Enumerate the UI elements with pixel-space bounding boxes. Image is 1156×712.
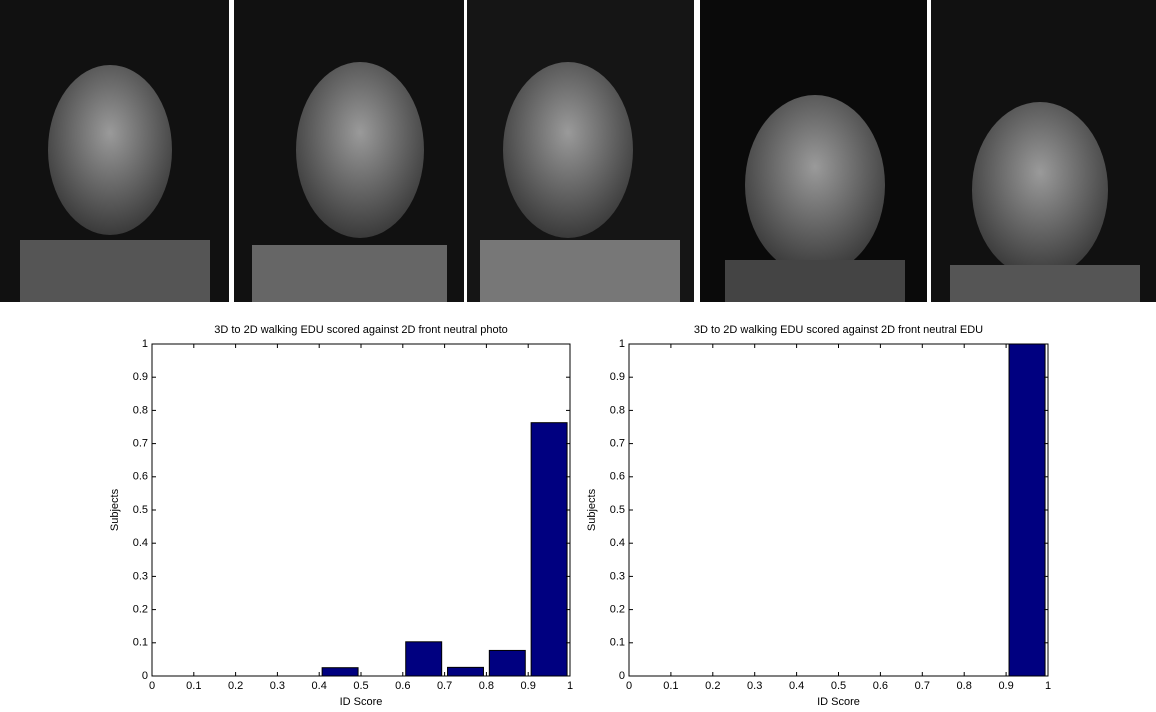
y-tick-label: 0.8 — [610, 404, 625, 416]
y-tick-label: 0.4 — [133, 537, 148, 549]
bar — [405, 641, 443, 677]
chart-title: 3D to 2D walking EDU scored against 2D f… — [694, 324, 983, 336]
photo — [700, 0, 927, 302]
x-tick-label: 0.3 — [270, 680, 285, 692]
x-tick-label: 0.2 — [228, 680, 243, 692]
y-tick-label: 1 — [619, 338, 625, 350]
y-tick-label: 0.4 — [610, 537, 625, 549]
plot-area — [629, 344, 1048, 676]
y-tick-label: 0.1 — [610, 637, 625, 649]
y-tick-label: 0.2 — [133, 604, 148, 616]
y-axis-label: Subjects — [586, 488, 598, 531]
x-axis-label: ID Score — [817, 696, 860, 708]
bar — [488, 649, 526, 677]
x-tick-label: 0 — [149, 680, 155, 692]
x-tick-label: 0.6 — [395, 680, 410, 692]
x-tick-label: 0.4 — [312, 680, 327, 692]
photo — [234, 0, 464, 302]
x-tick-label: 1 — [567, 680, 573, 692]
y-tick-label: 1 — [142, 338, 148, 350]
x-tick-label: 0.5 — [353, 680, 368, 692]
x-tick-label: 0.8 — [957, 680, 972, 692]
y-tick-label: 0 — [619, 670, 625, 682]
x-tick-label: 0.7 — [915, 680, 930, 692]
y-tick-label: 0.6 — [133, 471, 148, 483]
bar — [1008, 343, 1046, 677]
x-tick-label: 1 — [1045, 680, 1051, 692]
x-tick-label: 0.9 — [521, 680, 536, 692]
y-tick-label: 0.9 — [610, 371, 625, 383]
bar — [321, 667, 359, 677]
photo — [0, 0, 229, 302]
y-tick-label: 0.6 — [610, 471, 625, 483]
y-tick-label: 0 — [142, 670, 148, 682]
y-axis-label: Subjects — [109, 488, 121, 531]
y-tick-label: 0.2 — [610, 604, 625, 616]
chart-title: 3D to 2D walking EDU scored against 2D f… — [214, 324, 508, 336]
y-tick-label: 0.1 — [133, 637, 148, 649]
plot-area — [152, 344, 570, 676]
y-tick-label: 0.3 — [133, 570, 148, 582]
x-tick-label: 0.6 — [873, 680, 888, 692]
x-tick-label: 0.5 — [831, 680, 846, 692]
x-tick-label: 0 — [626, 680, 632, 692]
y-tick-label: 0.9 — [133, 371, 148, 383]
x-tick-label: 0.7 — [437, 680, 452, 692]
x-tick-label: 0.3 — [747, 680, 762, 692]
y-tick-label: 0.5 — [133, 504, 148, 516]
photo — [467, 0, 694, 302]
y-tick-label: 0.7 — [133, 438, 148, 450]
y-tick-label: 0.3 — [610, 570, 625, 582]
x-tick-label: 0.9 — [998, 680, 1013, 692]
bar — [530, 422, 568, 677]
x-tick-label: 0.4 — [789, 680, 804, 692]
y-tick-label: 0.5 — [610, 504, 625, 516]
x-tick-label: 0.1 — [663, 680, 678, 692]
x-tick-label: 0.1 — [186, 680, 201, 692]
x-axis-label: ID Score — [340, 696, 383, 708]
x-tick-label: 0.8 — [479, 680, 494, 692]
x-tick-label: 0.2 — [705, 680, 720, 692]
y-tick-label: 0.8 — [133, 404, 148, 416]
photo — [931, 0, 1156, 302]
bar — [447, 666, 484, 677]
y-tick-label: 0.7 — [610, 438, 625, 450]
